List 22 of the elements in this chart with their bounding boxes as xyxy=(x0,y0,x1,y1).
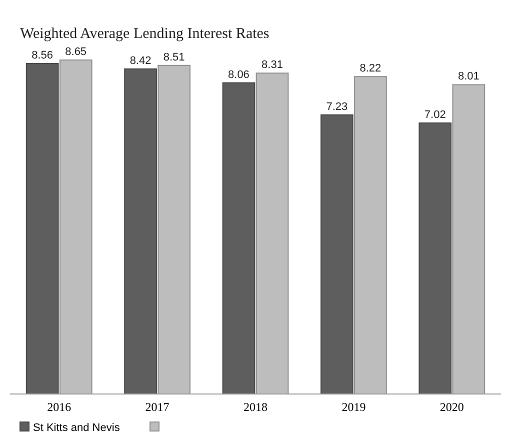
x-tick-label: 2018 xyxy=(244,400,268,414)
data-label: 8.51 xyxy=(163,51,185,64)
data-label: 8.06 xyxy=(228,68,250,81)
data-label: 8.65 xyxy=(65,46,87,58)
x-tick-label: 2017 xyxy=(145,400,170,414)
bar xyxy=(418,122,452,394)
data-label: 8.22 xyxy=(360,62,382,75)
data-label: 8.01 xyxy=(458,70,480,83)
bar xyxy=(26,62,59,394)
x-tick-label: 2019 xyxy=(342,400,366,414)
x-tick-label: 2016 xyxy=(47,400,72,414)
data-label: 8.56 xyxy=(32,49,54,62)
legend-label: St Kitts and Nevis xyxy=(33,422,120,434)
data-label: 7.23 xyxy=(326,100,348,113)
x-tick-label: 2020 xyxy=(440,400,464,414)
data-label: 7.02 xyxy=(424,108,446,121)
chart-title: Weighted Average Lending Interest Rates xyxy=(20,26,270,42)
data-label: 8.31 xyxy=(262,59,283,72)
bar xyxy=(124,68,157,394)
data-label: 8.42 xyxy=(130,54,152,67)
bar xyxy=(320,114,354,394)
bar xyxy=(222,82,256,394)
